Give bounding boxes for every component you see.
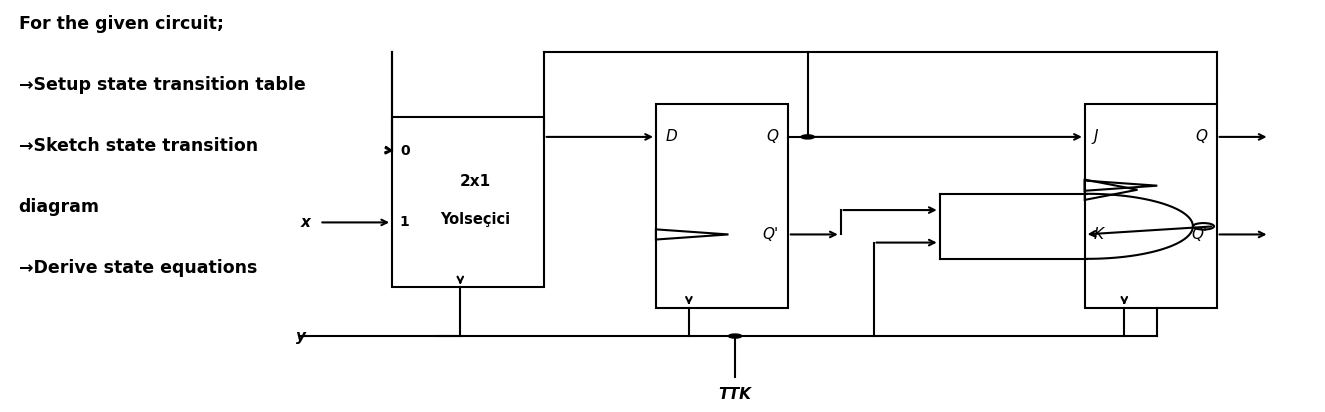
Text: Q': Q' bbox=[762, 227, 779, 242]
Text: TTK: TTK bbox=[718, 387, 751, 402]
Text: Q': Q' bbox=[1191, 227, 1207, 242]
Text: 0: 0 bbox=[400, 144, 409, 158]
Text: D: D bbox=[665, 129, 677, 144]
Text: Q: Q bbox=[767, 129, 779, 144]
Text: 2x1: 2x1 bbox=[460, 174, 492, 189]
Text: J: J bbox=[1094, 129, 1098, 144]
Bar bbox=[1085, 104, 1216, 308]
Text: K: K bbox=[1094, 227, 1104, 242]
Circle shape bbox=[729, 334, 742, 338]
Text: y: y bbox=[297, 328, 306, 344]
Text: →Setup state transition table: →Setup state transition table bbox=[19, 76, 305, 94]
Text: For the given circuit;: For the given circuit; bbox=[19, 15, 224, 33]
Bar bbox=[392, 117, 543, 287]
Bar bbox=[656, 104, 788, 308]
Text: Q: Q bbox=[1195, 129, 1207, 144]
Text: →Sketch state transition: →Sketch state transition bbox=[19, 137, 258, 155]
Text: diagram: diagram bbox=[19, 198, 99, 216]
Text: →Derive state equations: →Derive state equations bbox=[19, 259, 257, 277]
Circle shape bbox=[802, 135, 815, 139]
Text: 1: 1 bbox=[400, 215, 409, 229]
Text: x: x bbox=[301, 215, 310, 230]
Text: Yolseçici: Yolseçici bbox=[440, 211, 510, 227]
